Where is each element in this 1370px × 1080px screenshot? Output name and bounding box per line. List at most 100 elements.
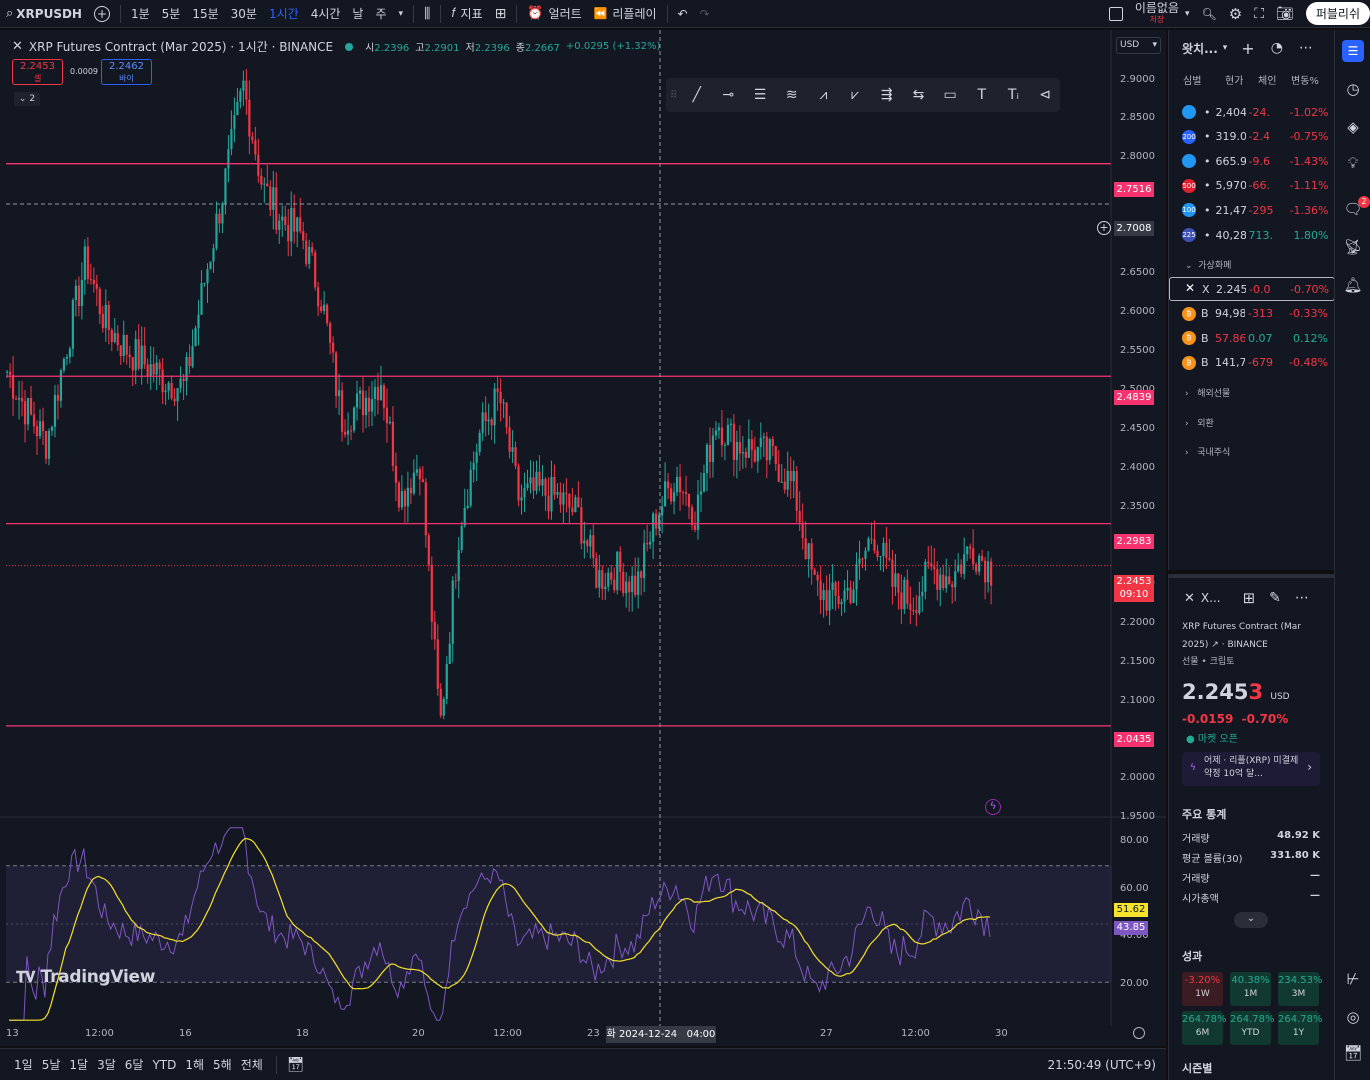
drag-handle-icon[interactable]: ⠿ [670, 89, 678, 101]
watchlist-icon[interactable]: ☰ [1342, 40, 1364, 62]
compare-button[interactable]: + [88, 0, 116, 28]
perf-cell-ytd[interactable]: 264.78% YTD [1230, 1011, 1275, 1045]
watchlist-row[interactable]: 225 • 40,28 713. 1.80% [1169, 223, 1335, 247]
edit-icon[interactable]: ✎ [1269, 590, 1281, 606]
range-1y[interactable]: 1해 [185, 1058, 205, 1072]
range-1d[interactable]: 1일 [14, 1058, 33, 1072]
interval-30m[interactable]: 30분 [230, 7, 257, 21]
redo-button[interactable]: ↷ [694, 0, 716, 28]
interval-15m[interactable]: 15분 [192, 7, 219, 21]
more-icon[interactable]: ⋯ [1298, 40, 1313, 56]
chart-type-button[interactable]: ⫼ [418, 0, 436, 28]
watchlist-row[interactable]: • 2,404 -24. -1.02% [1169, 100, 1335, 124]
undo-button[interactable]: ↶ [672, 0, 694, 28]
range-6m[interactable]: 6달 [124, 1058, 144, 1072]
layout-button[interactable]: 이름없음 저장 ▾ [1103, 0, 1196, 28]
watchlist-row[interactable]: ₿ B 94,98 -313 -0.33% [1169, 302, 1335, 326]
interval-1w[interactable]: 주 [375, 7, 387, 21]
settings-button[interactable]: ⚙ [1223, 0, 1248, 28]
streams-icon[interactable]: 📡︎ [1343, 238, 1363, 256]
text-note-icon[interactable]: Tᵢ [1007, 87, 1019, 103]
text-icon[interactable]: T [977, 87, 987, 103]
indicators-button[interactable]: 𝑓 지표 [445, 0, 488, 28]
quick-search-button[interactable]: 🔍︎ [1196, 0, 1223, 28]
col-change[interactable]: 체인지 [1258, 76, 1276, 87]
brush-icon[interactable]: ⊲ [1039, 87, 1051, 103]
ideas-lightbulb-icon[interactable]: 💡︎ [1347, 154, 1359, 172]
section-overseas-futures[interactable]: › 해외선물 [1185, 386, 1230, 399]
replay-button[interactable]: ⏪ 리플레이 [588, 0, 663, 28]
templates-button[interactable]: ⊞ [489, 0, 513, 28]
chart-canvas[interactable] [0, 30, 1166, 1046]
clock-display[interactable]: 21:50:49 (UTC+9) [1047, 1057, 1156, 1072]
pie-chart-icon[interactable]: ◔ [1270, 40, 1283, 56]
price-range-icon[interactable]: ⇆ [912, 87, 925, 103]
add-symbol-icon[interactable]: + [1241, 38, 1255, 58]
close-icon[interactable]: ✕ [1184, 281, 1196, 295]
more-icon[interactable]: ⋯ [1294, 590, 1309, 606]
watchlist-row-selected[interactable]: ✕ X 2.245 -0.0 -0.70% [1169, 277, 1335, 301]
order-panel-icon[interactable]: ⊬ [1346, 970, 1360, 988]
watchlist-row[interactable]: 200 • 319.0 -2.4 -0.75% [1169, 125, 1335, 149]
alerts-clock-icon[interactable]: ◷ [1346, 80, 1360, 98]
add-alert-icon[interactable]: + [1097, 221, 1111, 235]
watchlist-row[interactable]: ₿ B 141,7 -679 -0.48% [1169, 351, 1335, 375]
detail-symbol[interactable]: X... [1200, 591, 1221, 605]
section-forex[interactable]: › 외환 [1185, 416, 1214, 429]
rectangle-icon[interactable]: ▭ [943, 87, 957, 103]
interval-4h[interactable]: 4시간 [310, 7, 341, 21]
snapshot-button[interactable]: 📷︎ [1270, 0, 1300, 28]
perf-cell-1y[interactable]: 264.78% 1Y [1278, 1011, 1323, 1045]
publish-button[interactable]: 퍼블리쉬 [1305, 2, 1370, 25]
chart-area[interactable]: ✕ XRP Futures Contract (Mar 2025) · 1시간 … [0, 30, 1166, 1046]
section-crypto[interactable]: ⌄ 가상화폐 [1185, 258, 1231, 271]
pattern-icon[interactable]: ⩘ [819, 87, 828, 103]
col-last[interactable]: 현가 [1225, 76, 1243, 87]
alert-button[interactable]: ⏰ 얼러트 [521, 0, 587, 28]
chevron-down-icon[interactable]: ▾ [1222, 43, 1228, 53]
watchlist-title[interactable]: 왓치... [1182, 41, 1218, 56]
perf-cell-1m[interactable]: 40.38% 1M [1230, 972, 1271, 1006]
buy-button[interactable]: 2.2462 바이 [101, 59, 152, 85]
notifications-bell-icon[interactable]: 🔔︎ [1343, 276, 1363, 294]
col-change-pct[interactable]: 변동% [1291, 76, 1319, 87]
sell-button[interactable]: 2.2453 셀 [12, 59, 63, 85]
goto-realtime-button[interactable] [1133, 1027, 1145, 1039]
watchlist-row[interactable]: 100 • 21,47 -295 -1.36% [1169, 198, 1335, 222]
parallel-channel-icon[interactable]: ☰ [753, 87, 767, 103]
symbol-search-button[interactable]: ⌕ XRPUSDH [0, 0, 88, 28]
range-ytd[interactable]: YTD [152, 1057, 177, 1072]
trend-line-icon[interactable]: ╱ [692, 87, 701, 103]
horizontal-ray-icon[interactable]: ⊸ [722, 87, 735, 103]
currency-select[interactable]: USD ▾ [1116, 37, 1161, 54]
legend-collapse-button[interactable]: ⌄ 2 [14, 92, 40, 106]
time-scale[interactable]: 13 12:00 16 18 20 12:00 23 화 2024-12-24 … [0, 1026, 1166, 1046]
series-title[interactable]: XRP Futures Contract (Mar 2025) · 1시간 · … [28, 40, 334, 54]
fullscreen-button[interactable]: ⛶ [1248, 0, 1270, 28]
goto-date-icon[interactable]: 📅︎ [286, 1056, 305, 1073]
watchlist-row[interactable]: ₿ B 57.86 0.07 0.12% [1169, 326, 1335, 350]
layers-icon[interactable]: ◈ [1347, 118, 1359, 136]
expand-stats-button[interactable]: ⌄ [1234, 912, 1268, 928]
fib-channel-icon[interactable]: ≋ [785, 87, 798, 103]
perf-cell-3m[interactable]: 234.53% 3M [1278, 972, 1323, 1006]
interval-5m[interactable]: 5분 [161, 7, 181, 21]
perf-cell-6m[interactable]: 264.78% 6M [1182, 1011, 1227, 1045]
interval-1d[interactable]: 날 [352, 7, 364, 21]
col-symbol[interactable]: 심벌 [1183, 76, 1201, 87]
close-icon[interactable]: ✕ [1184, 590, 1195, 606]
range-5d[interactable]: 5날 [41, 1058, 61, 1072]
interval-1m[interactable]: 1분 [130, 7, 150, 21]
range-5y[interactable]: 5해 [213, 1058, 232, 1072]
news-card[interactable]: ϟ 어제 · 리플(XRP) 미결제 약정 10억 달... › [1182, 752, 1320, 786]
calendar-icon[interactable]: 📅︎ [1343, 1044, 1363, 1062]
date-range-icon[interactable]: ⇶ [880, 87, 893, 103]
range-all[interactable]: 전체 [240, 1058, 263, 1072]
interval-1h[interactable]: 1시간 [268, 7, 299, 21]
external-link-icon[interactable]: ↗ [1211, 640, 1219, 650]
section-domestic-stocks[interactable]: › 국내주식 [1185, 445, 1230, 458]
remove-series-icon[interactable]: ✕ [12, 39, 23, 54]
range-1m[interactable]: 1달 [69, 1058, 89, 1072]
interval-dropdown[interactable]: ▾ [393, 0, 410, 28]
dom-icon[interactable]: ◎ [1346, 1008, 1360, 1026]
